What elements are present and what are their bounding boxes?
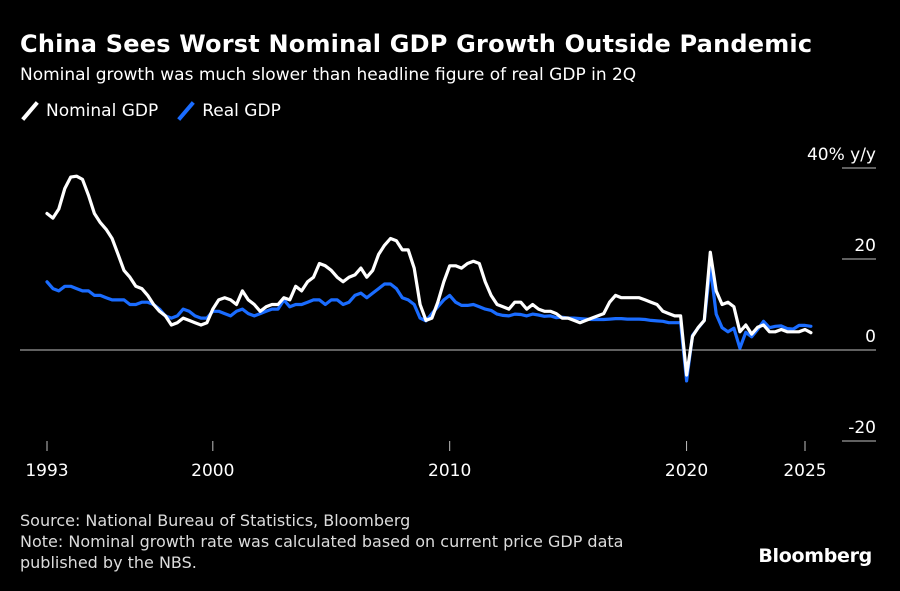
x-tick-label: 2010	[428, 461, 471, 481]
y-tick-label: 0	[865, 327, 876, 347]
x-tick-label: 2020	[665, 461, 708, 481]
y-tick-label: 40% y/y	[807, 145, 876, 165]
series-line-real-gdp	[45, 265, 813, 383]
legend-item-real: Real GDP	[176, 101, 281, 121]
x-tick-label: 2025	[783, 461, 826, 481]
legend-label-real: Real GDP	[202, 101, 281, 121]
chart-subtitle: Nominal growth was much slower than head…	[20, 65, 637, 85]
legend-swatch-nominal-icon	[21, 101, 39, 121]
source-note: Source: National Bureau of Statistics, B…	[20, 511, 411, 530]
x-tick-label: 2000	[191, 461, 234, 481]
legend-label-nominal: Nominal GDP	[46, 101, 159, 121]
method-note-line-1: Note: Nominal growth rate was calculated…	[20, 532, 624, 551]
chart-title: China Sees Worst Nominal GDP Growth Outs…	[20, 30, 813, 58]
series-line-nominal-gdp	[45, 174, 813, 377]
bloomberg-logo: Bloomberg	[758, 545, 872, 567]
chart-legend: Nominal GDP Real GDP	[20, 101, 299, 121]
y-tick-label: 20	[854, 236, 876, 256]
x-tick-label: 1993	[25, 461, 68, 481]
y-tick-label: -20	[848, 418, 876, 438]
legend-item-nominal: Nominal GDP	[20, 101, 158, 121]
chart-footer: Source: National Bureau of Statistics, B…	[20, 510, 623, 573]
legend-swatch-real-icon	[177, 101, 196, 121]
method-note-line-2: published by the NBS.	[20, 553, 197, 572]
